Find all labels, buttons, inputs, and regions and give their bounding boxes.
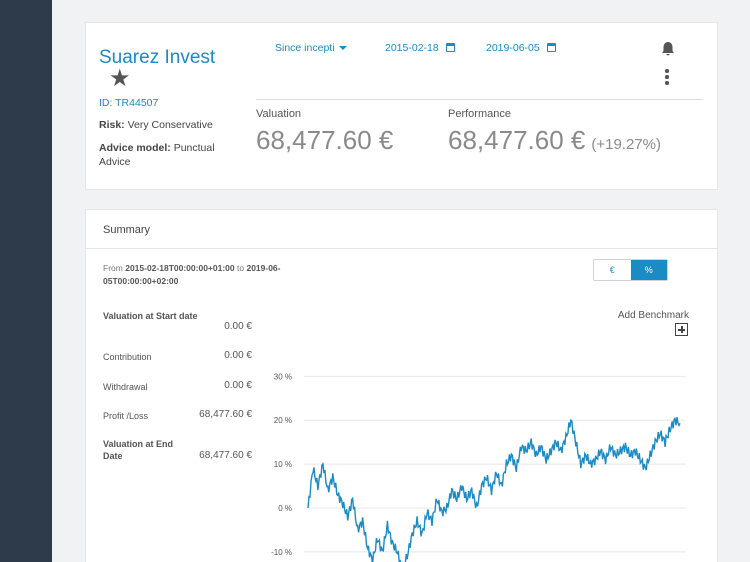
unit-toggle: € % [593,259,668,281]
start-date-picker[interactable]: 2015-02-18 [385,42,455,54]
performance-percent: (+19.27%) [591,136,661,153]
stat-label-withdrawal: Withdrawal [103,382,148,392]
range-to-label: to [237,263,245,273]
stat-label-profit-loss: Profit /Loss [103,411,149,421]
caret-down-icon [338,46,347,51]
range-start: 2015-02-18T00:00:00+01:00 [125,263,235,273]
y-tick-label: 0 % [278,504,292,513]
series-line [307,416,681,562]
risk-label: Risk: [99,119,125,131]
summary-card: Summary From 2015-02-18T00:00:00+01:00 t… [85,209,718,562]
performance-value: 68,477.60 € [448,125,586,155]
range-from-label: From [103,263,123,273]
summary-title: Summary [103,224,151,236]
plus-square-icon[interactable] [675,323,688,336]
stat-label-start-valuation: Valuation at Start date [103,311,198,321]
end-date-picker[interactable]: 2019-06-05 [486,42,556,54]
advice-label: Advice model: [99,142,171,154]
period-dropdown[interactable]: Since incepti [275,42,347,54]
stat-value-withdrawal: 0.00 € [224,380,252,391]
stat-value-profit-loss: 68,477.60 € [199,409,252,420]
valuation-label: Valuation [256,108,302,120]
risk-profile: Risk: Very Conservative [99,119,213,131]
performance-label: Performance [448,108,511,120]
client-id[interactable]: ID: TR44507 [99,97,159,109]
start-date-value: 2015-02-18 [385,42,439,54]
toggle-percent-button[interactable]: % [630,260,667,280]
y-tick-label: 20 % [274,416,292,425]
divider [256,99,703,100]
valuation-value: 68,477.60 € [256,125,394,155]
client-overview-card: Suarez Invest ★ ID: TR44507 Risk: Very C… [85,22,718,190]
period-value: Since incepti [275,42,335,54]
bell-icon[interactable] [661,41,675,57]
performance-value-group: 68,477.60 € (+19.27%) [448,125,661,156]
advice-value: Punctual Advice [99,142,215,168]
stat-label-end-valuation: Valuation at End Date [103,439,174,461]
stat-value-contribution: 0.00 € [224,350,252,361]
divider [86,248,717,249]
end-date-value: 2019-06-05 [486,42,540,54]
stat-value-start-valuation: 0.00 € [224,321,252,332]
range-end: 2019-06-05T00:00:00+02:00 [103,263,281,286]
add-benchmark-link[interactable]: Add Benchmark [617,310,689,321]
calendar-icon [546,43,556,52]
client-name[interactable]: Suarez Invest [99,47,216,68]
stat-label-contribution: Contribution [103,352,152,362]
y-tick-label: -10 % [271,548,292,557]
sidebar [0,0,52,562]
y-tick-label: 30 % [274,372,292,381]
risk-value: Very Conservative [127,119,213,131]
y-tick-label: 10 % [274,460,292,469]
stat-value-end-valuation: 68,477.60 € [199,450,252,461]
date-range-text: From 2015-02-18T00:00:00+01:00 to 2019-0… [103,262,303,288]
calendar-icon [445,43,455,52]
performance-chart: 30 % 20 % 10 % 0 % -10 % [271,372,686,562]
star-icon[interactable]: ★ [109,65,131,92]
more-options-icon[interactable] [664,69,670,85]
advice-model: Advice model: Punctual Advice [99,141,229,169]
top-bar [52,0,750,18]
toggle-euro-button[interactable]: € [594,260,631,280]
